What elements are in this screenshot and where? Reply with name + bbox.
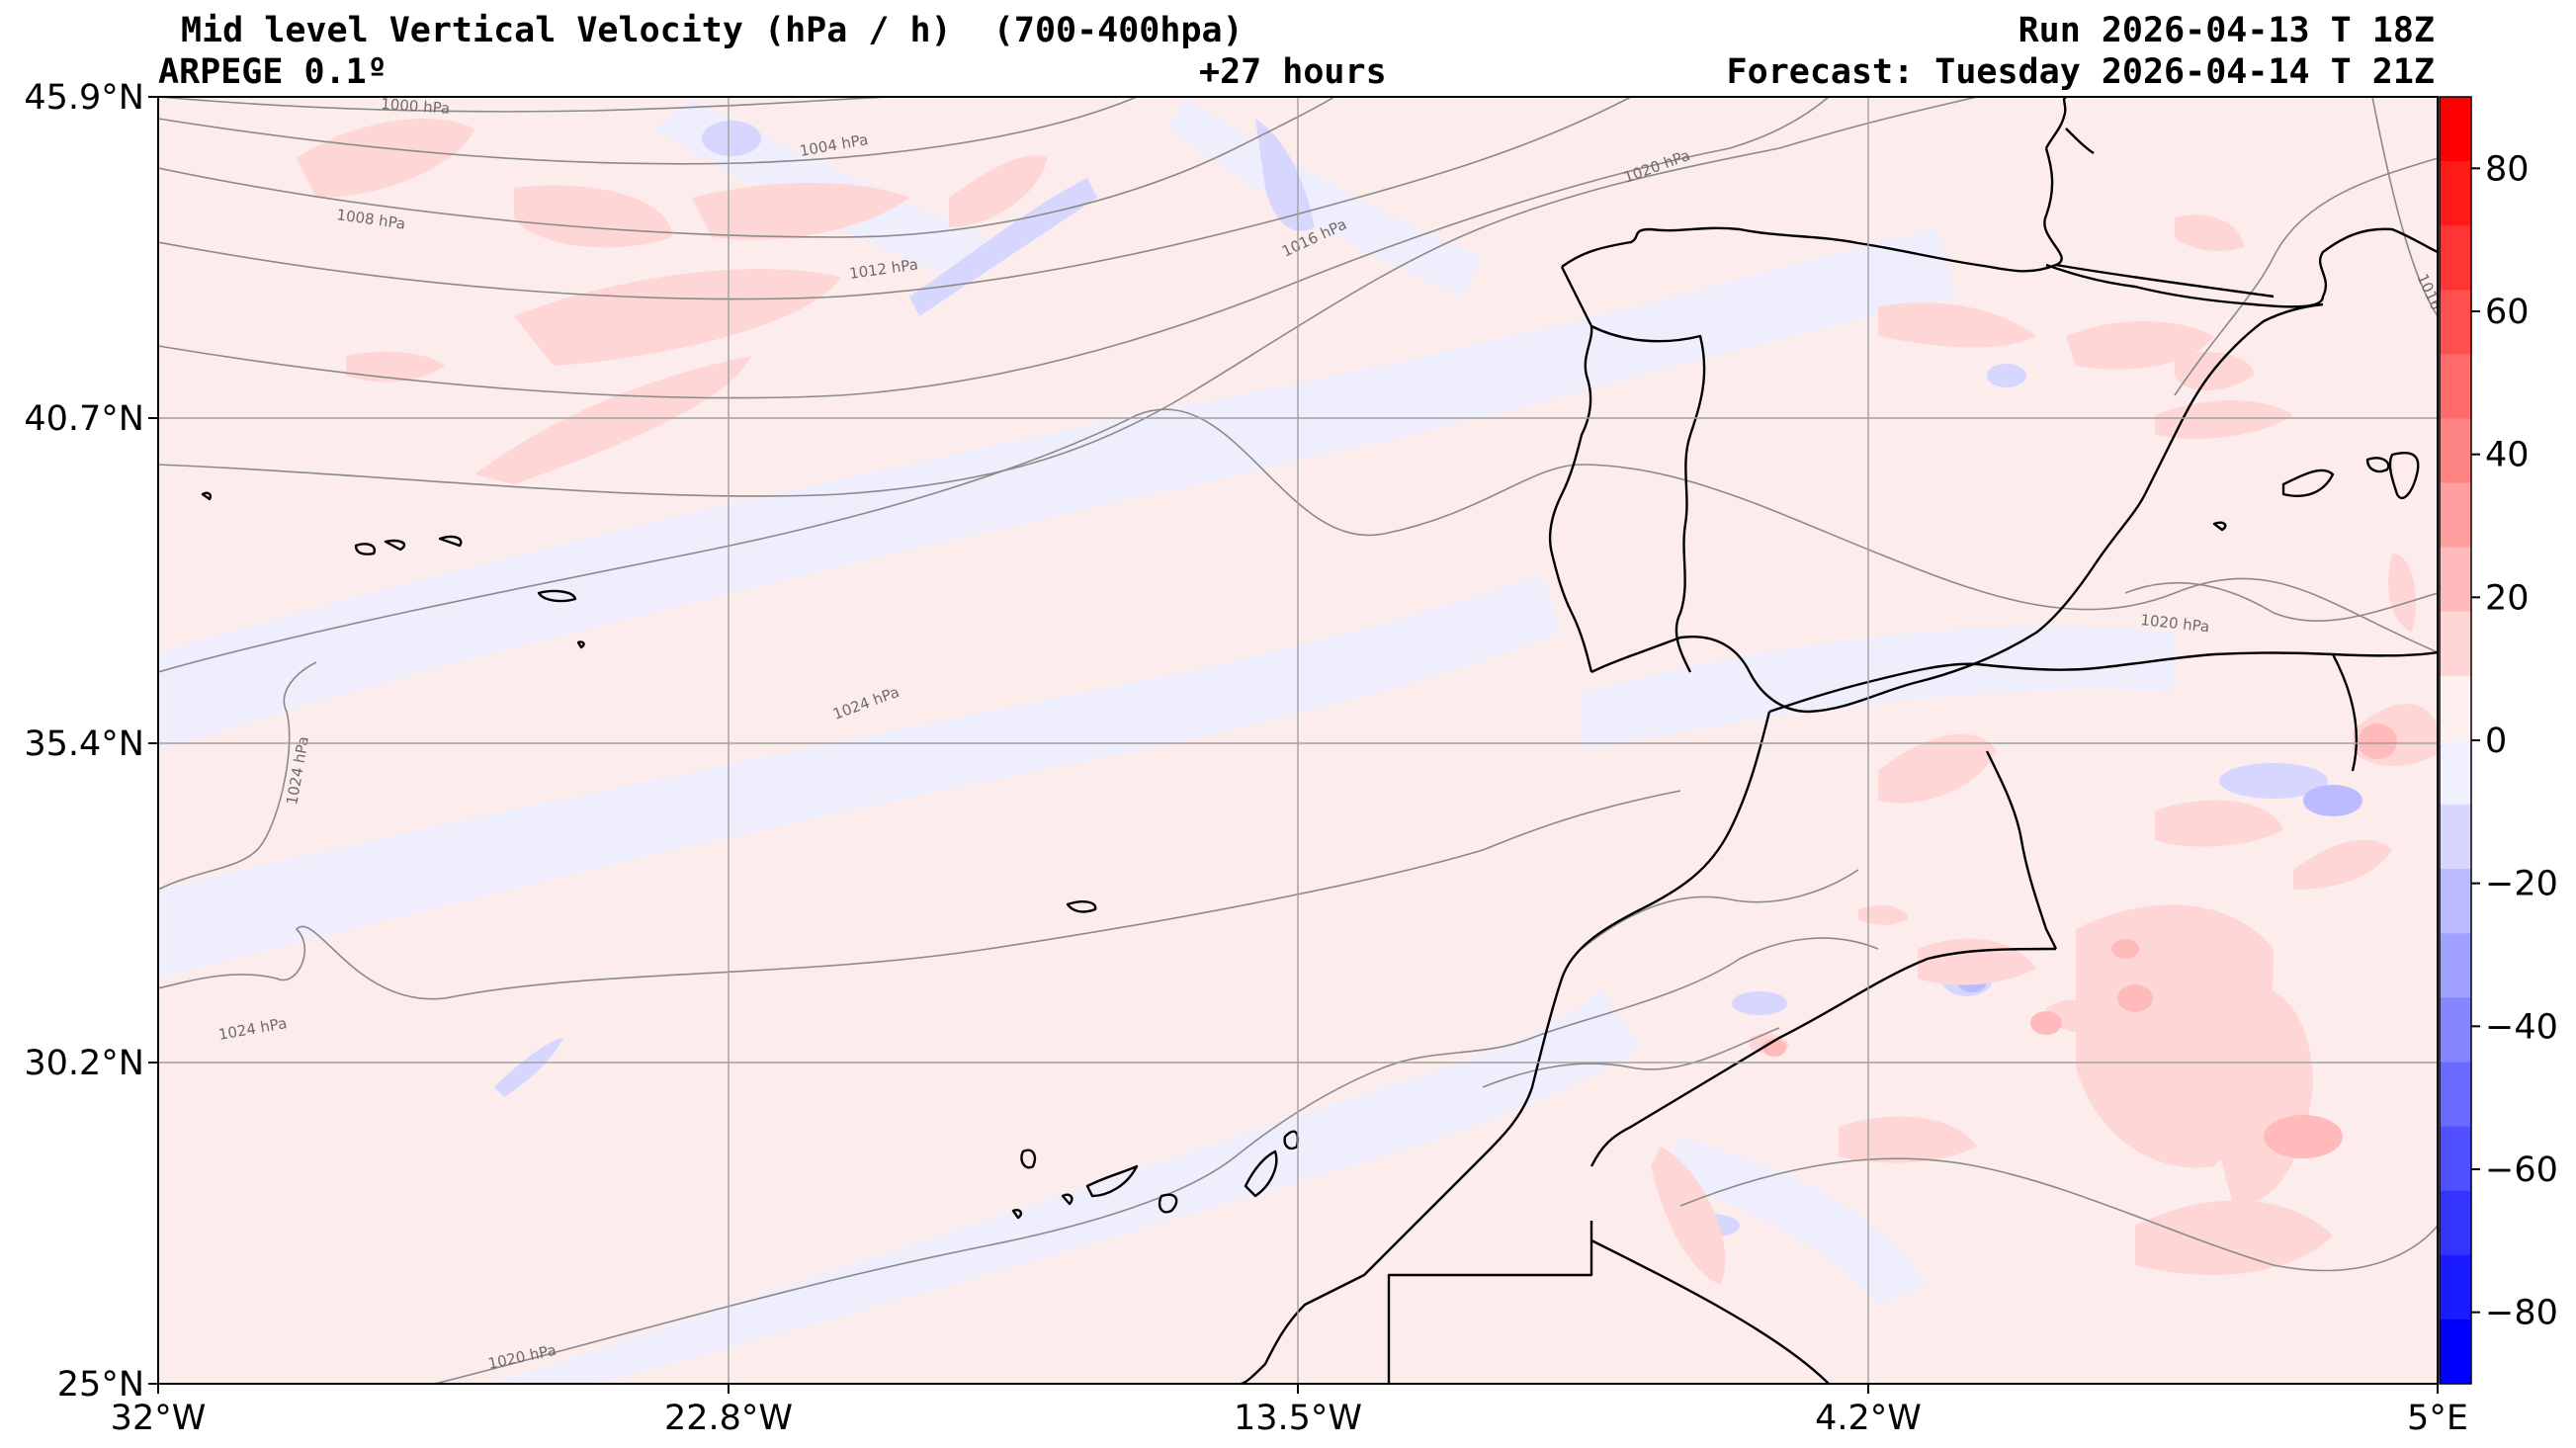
run-label: Run 2026-04-13 T 18Z [2018,11,2435,50]
axis-ticks [148,96,2439,1394]
y-tick-label: 25°N [57,1365,144,1405]
colorbar-segment [2440,547,2471,613]
colorbar-tick-label: 40 [2485,436,2530,475]
colorbar-segment [2440,611,2471,677]
vertical-velocity-field: 1000 hPa 1004 hPa 1008 hPa 1012 hPa 1016… [158,95,2438,1384]
colorbar-segment [2440,805,2471,870]
x-tick-label: 22.8°W [664,1399,793,1438]
colorbar-segment [2440,1126,2471,1192]
forecast-label: Forecast: Tuesday 2026-04-14 T 21Z [1726,52,2435,92]
y-tick-label: 30.2°N [24,1044,144,1083]
colorbar-tick-label: −40 [2485,1007,2558,1047]
x-tick-label: 5°E [2407,1399,2468,1438]
colorbar-segment [2440,418,2471,484]
colorbar-tick-label: 80 [2485,149,2530,189]
colorbar-ticks [2471,167,2480,1314]
colorbar-tick-label: 20 [2485,578,2530,618]
colorbar-segment [2440,482,2471,549]
colorbar-segment [2440,1062,2471,1128]
colorbar-segment [2440,869,2471,934]
colorbar-tick-label: 60 [2485,293,2530,332]
colorbar-segment [2440,161,2471,226]
colorbar [2440,97,2471,1385]
colorbar-segment [2440,933,2471,998]
lead-time-label: +27 hours [1199,52,1387,92]
y-tick-label: 45.9°N [24,78,144,118]
colorbar-tick-label: −80 [2485,1294,2558,1333]
colorbar-tick-label: −60 [2485,1150,2558,1190]
y-tick-label: 35.4°N [24,724,144,764]
coastlines [201,97,2438,1384]
isobar-lines [158,97,2438,1384]
colorbar-tick-label: 0 [2485,722,2507,761]
x-tick-label: 13.5°W [1234,1399,1362,1438]
colorbar-segment [2440,1190,2471,1256]
colorbar-segment [2440,675,2471,741]
colorbar-segment [2440,1319,2471,1385]
colorbar-segment [2440,290,2471,355]
colorbar-segment [2440,225,2471,291]
colorbar-segment [2440,997,2471,1063]
model-label: ARPEGE 0.1º [158,52,387,92]
colorbar-labels: 80 60 40 20 0 −20 −40 −60 −80 [2485,149,2558,1332]
colorbar-segment [2440,1254,2471,1320]
colorbar-segment [2440,740,2471,806]
chart-title: Mid level Vertical Velocity (hPa / h) (7… [181,11,1244,50]
y-tick-label: 40.7°N [24,399,144,439]
grid-lines [158,97,2438,1384]
colorbar-segment [2440,97,2471,162]
x-tick-label: 4.2°W [1815,1399,1922,1438]
isobar-label: 1000 hPa [381,95,451,118]
colorbar-tick-label: −20 [2485,865,2558,904]
colorbar-segment [2440,354,2471,419]
x-tick-label: 32°W [111,1399,207,1438]
